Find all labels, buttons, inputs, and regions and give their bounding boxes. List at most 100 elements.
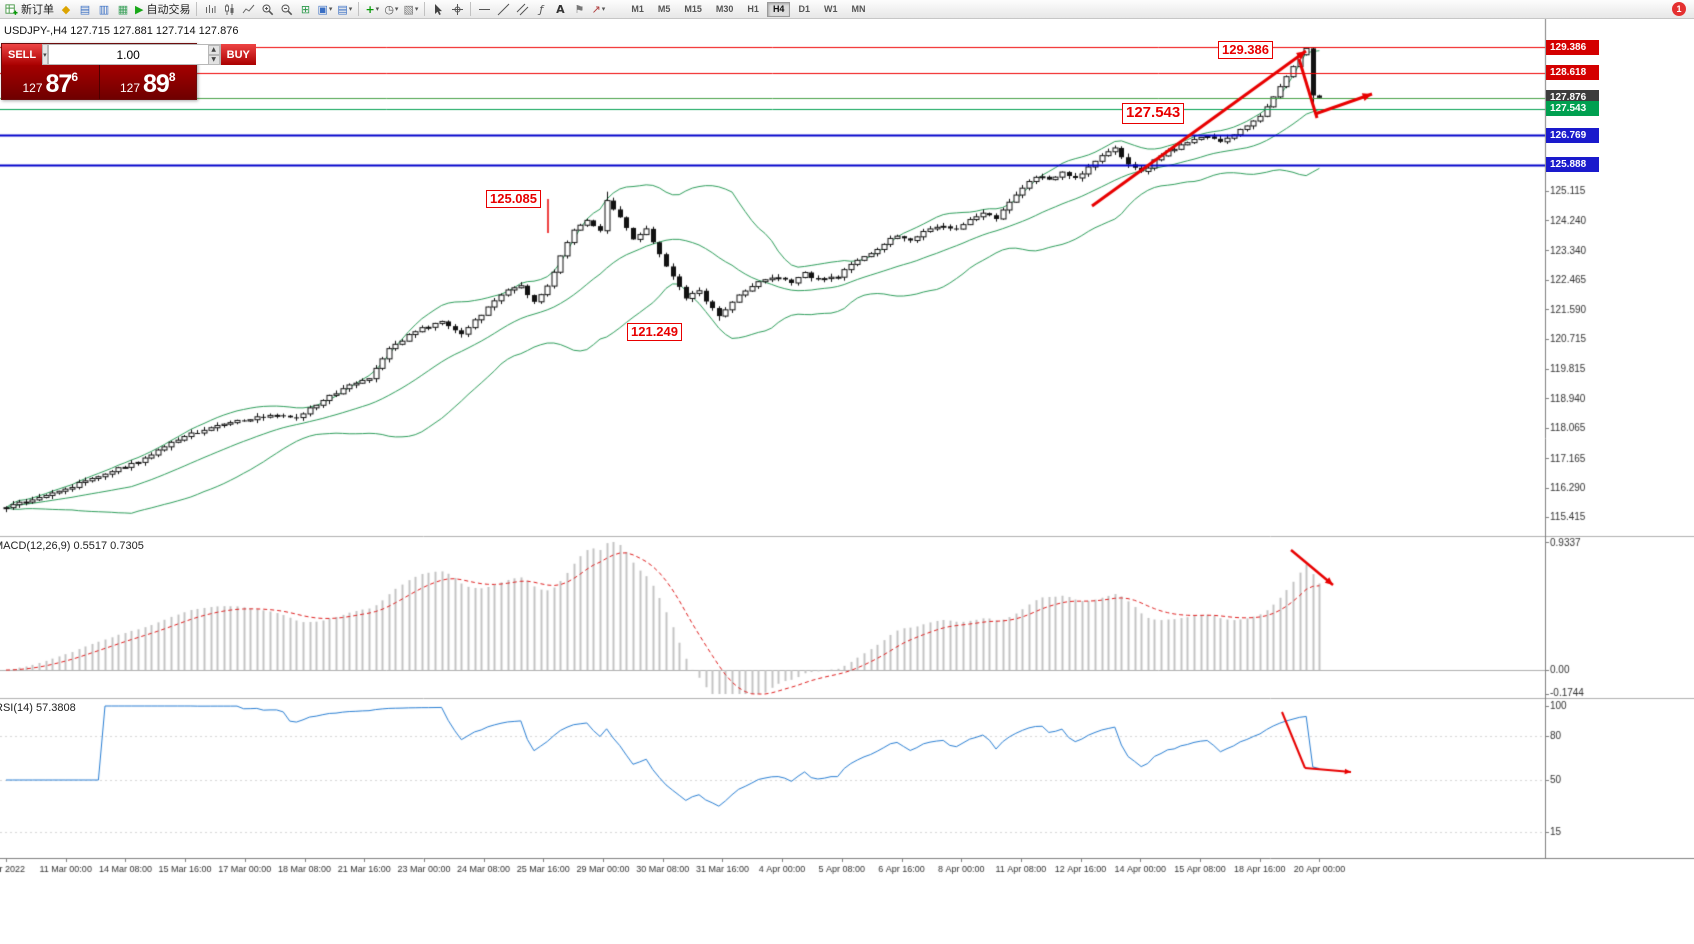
timeframe-button-h4[interactable]: H4 (766, 1, 791, 17)
crosshair-icon (451, 3, 464, 16)
text-button[interactable]: A (551, 1, 569, 17)
timeframe-button-d1[interactable]: D1 (792, 2, 816, 17)
tile-windows-button[interactable]: ⊞ (296, 1, 314, 17)
cursor-button[interactable] (429, 1, 447, 17)
buy-button[interactable]: BUY (220, 44, 256, 65)
channel-button[interactable] (513, 1, 531, 17)
line-chart-button[interactable] (239, 1, 257, 17)
zoom-in-button[interactable] (258, 1, 276, 17)
fibonacci-button[interactable]: ƒ (532, 1, 550, 17)
new-order-button[interactable]: 新订单 (3, 1, 56, 17)
price-annotation[interactable]: 129.386 (1218, 41, 1273, 60)
cascade-windows-button[interactable]: ▣ ▾ (315, 1, 334, 17)
sell-price-main: 127 (22, 81, 43, 95)
timeframe-button-m5[interactable]: M5 (652, 2, 677, 17)
horizontal-line-button[interactable] (475, 1, 493, 17)
rsi-indicator-header: RSI(14) 57.3808 (0, 702, 76, 714)
notification-badge[interactable]: 1 (1672, 2, 1686, 16)
price-tag: 125.888 (1546, 157, 1599, 173)
cursor-icon (432, 3, 445, 16)
trendline-button[interactable] (494, 1, 512, 17)
zoom-out-button[interactable] (277, 1, 295, 17)
one-click-trading-panel: SELL ▾ ▲ ▼ BUY 127 87 6 127 89 8 (1, 43, 256, 100)
indicators-button[interactable]: + ▾ (363, 1, 381, 17)
volume-dropdown-button[interactable]: ▾ (42, 44, 48, 65)
timeframe-button-m15[interactable]: M15 (678, 2, 708, 17)
toolbar-separator (424, 2, 426, 16)
arrows-tool-button[interactable]: ↗ ▾ (589, 1, 607, 17)
terminal-button[interactable]: ▦ (114, 1, 132, 17)
timeframe-button-h1[interactable]: H1 (741, 2, 765, 17)
volume-input[interactable] (48, 45, 208, 64)
arrange-windows-icon: ▤ (337, 2, 348, 16)
chevron-down-icon: ▾ (394, 5, 399, 13)
price-tag: 128.618 (1546, 65, 1599, 81)
volume-field-wrap: ▲ ▼ (47, 44, 221, 65)
chevron-down-icon: ▾ (601, 5, 606, 13)
crosshair-button[interactable] (448, 1, 466, 17)
autotrade-button[interactable]: ▶ 自动交易 (133, 1, 192, 17)
sell-price[interactable]: 127 87 6 (2, 65, 99, 99)
chevron-down-icon: ▾ (375, 5, 380, 13)
toolbar-separator (358, 2, 360, 16)
buy-price-big: 89 (143, 70, 170, 98)
channel-icon (516, 3, 529, 16)
zoom-out-icon (280, 3, 293, 16)
price-annotation[interactable]: 127.543 (1122, 103, 1185, 124)
tile-windows-icon: ⊞ (300, 2, 311, 16)
sell-button[interactable]: SELL (2, 44, 43, 65)
chevron-down-icon: ▾ (348, 5, 353, 13)
price-tag: 126.769 (1546, 127, 1599, 143)
price-annotation[interactable]: 121.249 (627, 323, 682, 342)
templates-button[interactable]: ▧ ▾ (401, 1, 420, 17)
autotrade-label: 自动交易 (146, 3, 191, 16)
trendline-icon (497, 3, 510, 16)
data-window-button[interactable]: ▤ (76, 1, 94, 17)
candlestick-chart-icon (223, 3, 236, 16)
toolbar: 新订单 ◆ ▤ ▥ ▦ ▶ 自动交易 ⊞ ▣ ▾ ▤ ▾ + ▾ ◷ ▾ ▧ ▾ ƒ A … (0, 0, 1694, 19)
volume-up-icon[interactable]: ▲ (207, 45, 220, 55)
price-annotation[interactable]: 125.085 (486, 190, 541, 209)
arrange-windows-button[interactable]: ▤ ▾ (335, 1, 354, 17)
quote-prices-row: 127 87 6 127 89 8 (2, 65, 196, 99)
market-watch-button[interactable]: ◆ (57, 1, 75, 17)
clock-icon: ◷ (384, 2, 394, 16)
flag-icon: ⚑ (574, 2, 585, 16)
line-chart-icon (242, 3, 255, 16)
price-divider (98, 65, 100, 99)
toolbar-separator (196, 2, 198, 16)
timeframe-button-m30[interactable]: M30 (710, 2, 740, 17)
market-watch-icon: ◆ (61, 2, 71, 16)
volume-stepper: ▲ ▼ (207, 45, 220, 65)
terminal-icon: ▦ (117, 2, 129, 16)
sell-price-big: 87 (45, 70, 73, 98)
navigator-button[interactable]: ▥ (95, 1, 113, 17)
price-tag: 129.386 (1546, 39, 1599, 55)
new-order-label: 新订单 (21, 3, 54, 16)
label-button[interactable]: ⚑ (570, 1, 588, 17)
template-icon: ▧ (403, 2, 414, 16)
cascade-windows-icon: ▣ (317, 2, 328, 16)
autotrade-play-icon: ▶ (135, 2, 144, 16)
buy-price[interactable]: 127 89 8 (100, 65, 197, 99)
new-order-icon (5, 3, 18, 16)
volume-down-icon[interactable]: ▼ (207, 55, 220, 65)
chart-canvas[interactable] (0, 19, 1694, 944)
timeframe-button-mn[interactable]: MN (845, 2, 871, 17)
chart-title: USDJPY-,H4 127.715 127.881 127.714 127.8… (4, 25, 239, 37)
timeframe-button-m1[interactable]: M1 (625, 2, 650, 17)
indicators-plus-icon: + (365, 2, 375, 16)
chevron-down-icon: ▾ (328, 5, 333, 13)
navigator-icon: ▥ (98, 2, 110, 16)
macd-indicator-header: MACD(12,26,9) 0.5517 0.7305 (0, 540, 144, 552)
buy-price-main: 127 (119, 81, 141, 95)
trade-controls-row: SELL ▾ ▲ ▼ BUY (2, 44, 256, 65)
periods-button[interactable]: ◷ ▾ (382, 1, 400, 17)
arrow-tool-icon: ↗ (591, 2, 601, 16)
price-tag: 127.543 (1546, 101, 1599, 117)
bar-chart-button[interactable] (201, 1, 219, 17)
text-icon: A (556, 2, 565, 16)
timeframe-button-w1[interactable]: W1 (818, 2, 844, 17)
candlestick-chart-button[interactable] (220, 1, 238, 17)
timeframe-group: M1 M5 M15 M30 H1 H4 D1 W1 MN (624, 1, 872, 17)
